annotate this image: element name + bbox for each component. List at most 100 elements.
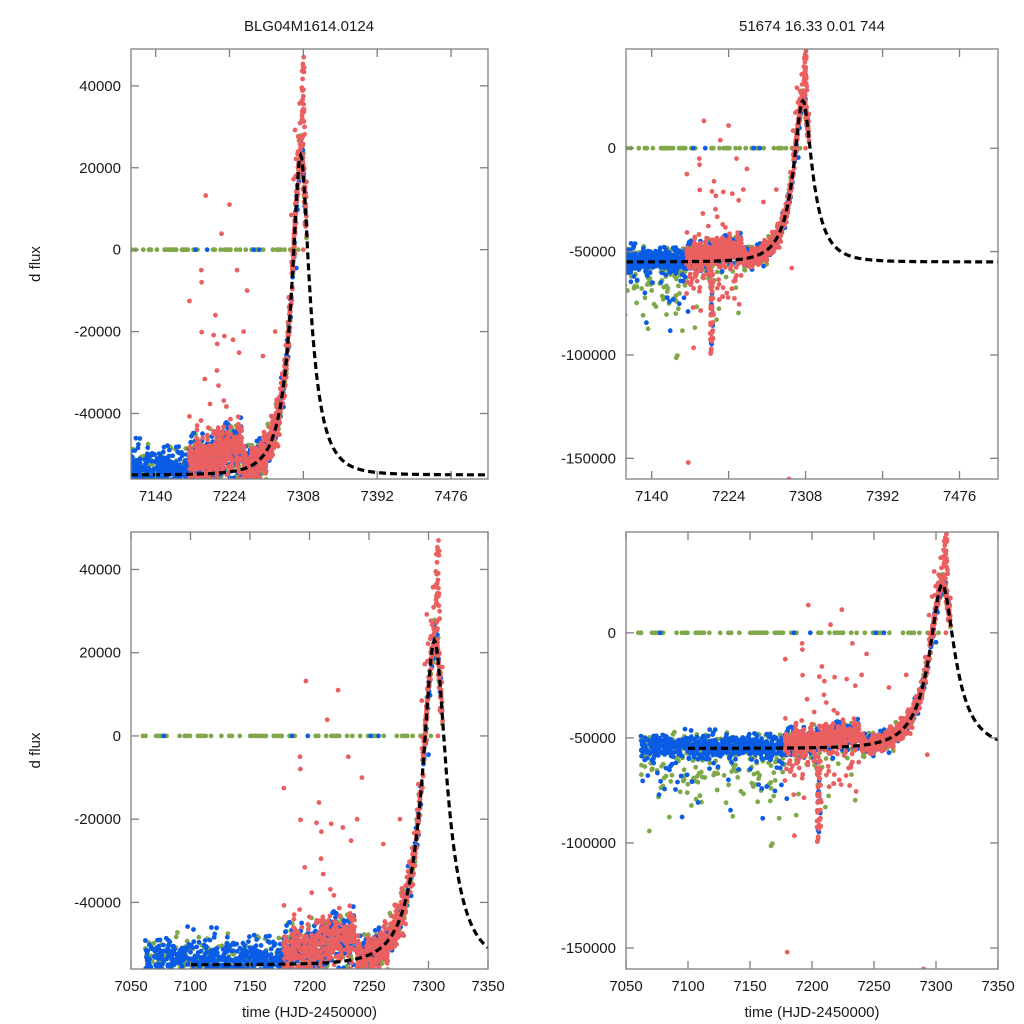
data-point [621, 257, 626, 262]
data-point [684, 230, 690, 235]
data-point [163, 458, 169, 463]
data-point [187, 298, 192, 304]
data-point [714, 285, 720, 291]
x-tick-label: 7224 [213, 488, 246, 505]
data-point [708, 285, 714, 291]
data-point [732, 296, 737, 301]
data-point [698, 308, 704, 313]
data-point [222, 446, 228, 452]
data-point [247, 468, 253, 474]
data-point [293, 156, 299, 162]
data-point [682, 274, 688, 280]
data-point [731, 278, 737, 284]
data-point [651, 301, 657, 307]
data-point [667, 299, 672, 304]
data-point [148, 480, 153, 485]
data-point [696, 156, 702, 162]
model-curve [131, 151, 488, 477]
data-point [621, 253, 626, 258]
data-point [701, 118, 707, 124]
x-tick-label: 7308 [789, 488, 822, 505]
data-point [682, 282, 688, 288]
data-point [131, 464, 133, 470]
data-point [214, 341, 220, 347]
data-point [145, 445, 151, 451]
data-point [207, 461, 213, 467]
data-point [705, 223, 711, 229]
data-point [723, 225, 728, 230]
axes-frame [625, 48, 999, 480]
data-point [218, 247, 224, 253]
data-point [644, 273, 650, 279]
data-point [709, 336, 714, 342]
data-point [227, 202, 232, 208]
data-point [134, 480, 139, 485]
data-point [196, 462, 202, 468]
data-point [143, 480, 148, 485]
data-point [214, 431, 220, 437]
data-point [218, 481, 223, 486]
data-point [743, 145, 749, 151]
data-point [712, 249, 718, 255]
data-point [300, 247, 306, 253]
data-point [235, 445, 241, 450]
data-point [640, 312, 646, 318]
data-point [703, 241, 709, 247]
data-point [145, 970, 150, 975]
data-point [125, 465, 130, 470]
data-point [276, 935, 282, 941]
data-point [727, 235, 733, 241]
data-point [151, 479, 156, 484]
panel-top-left: 7140 7224 7308 7392 7476-40000-2000002000040… [27, 48, 489, 505]
data-point [172, 479, 177, 484]
data-point [802, 92, 808, 98]
data-point [628, 241, 634, 246]
data-point [719, 239, 724, 244]
data-point [256, 448, 262, 454]
y-tick-label: -100000 [561, 347, 616, 364]
data-point [674, 353, 680, 358]
data-point [620, 261, 625, 266]
data-point [729, 286, 735, 292]
data-point [735, 243, 741, 249]
panel-title-right: 51674 16.33 0.01 744 [739, 18, 885, 35]
data-point [658, 280, 664, 285]
data-point [155, 480, 160, 485]
data-point [206, 448, 211, 454]
panel-bottom-left: 7050 7100 7150 7200 7250 7300 7350-40000-20000… [27, 531, 505, 1021]
data-point [724, 248, 729, 254]
data-point [225, 931, 231, 936]
plot-area [140, 538, 488, 975]
data-point [173, 934, 179, 940]
data-point [737, 145, 742, 151]
data-point [694, 304, 700, 310]
data-point [742, 249, 748, 255]
data-point [200, 467, 206, 473]
data-point [194, 427, 200, 433]
data-point [660, 252, 666, 258]
data-point [218, 460, 224, 465]
data-point [626, 255, 628, 261]
data-point [159, 480, 164, 485]
data-point [768, 235, 773, 241]
data-point [621, 284, 626, 289]
data-point [126, 466, 131, 471]
data-point [620, 265, 625, 270]
x-tick-label: 7224 [712, 488, 745, 505]
data-point [740, 187, 746, 193]
data-point [631, 266, 636, 271]
data-point [204, 432, 210, 438]
data-point [241, 329, 247, 334]
data-point [678, 278, 684, 284]
data-point [148, 458, 154, 464]
data-point [234, 463, 240, 469]
data-point [236, 421, 241, 427]
data-point [738, 273, 744, 278]
data-point [716, 281, 722, 287]
data-point [803, 81, 809, 86]
data-point [160, 475, 166, 479]
data-point [697, 285, 703, 290]
data-point [214, 469, 220, 475]
data-point [248, 454, 253, 460]
data-point [709, 330, 715, 335]
